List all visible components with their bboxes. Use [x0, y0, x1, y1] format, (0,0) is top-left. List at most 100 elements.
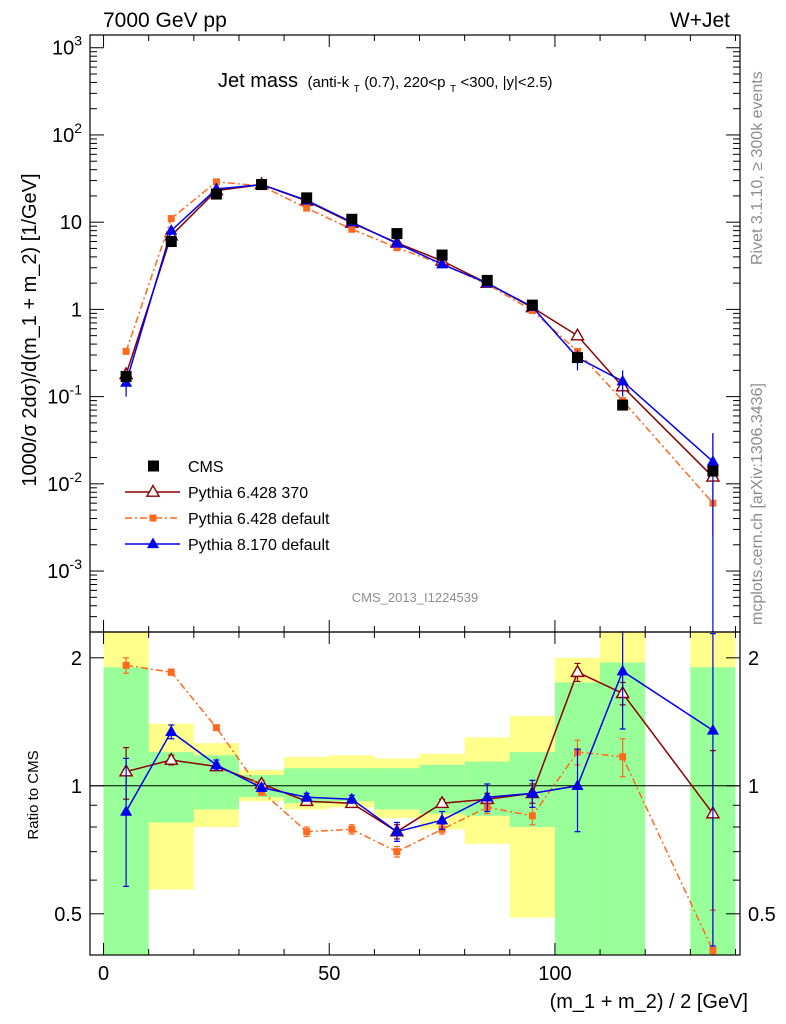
ratio-point-0-1	[163, 752, 179, 765]
ratio-frame	[89, 631, 741, 956]
ratio-point-0-7	[434, 795, 450, 809]
legend: CMS Pythia 6.428 370 Pythia 6.428 default P…	[125, 459, 330, 554]
legend-marker-2	[146, 537, 160, 549]
cms-point-6	[391, 228, 403, 240]
cms-point-11	[617, 399, 629, 411]
legend-cms-label: CMS	[188, 459, 224, 476]
main-point-2-7	[436, 257, 449, 269]
y-tick-label-4: 10	[60, 212, 82, 234]
y-tick-label-3: 1	[71, 299, 82, 321]
title-cuts-sub1: T	[354, 84, 360, 95]
cms-point-8	[481, 274, 493, 286]
main-point-2-1	[165, 224, 178, 235]
ratio-point-2-4	[300, 790, 313, 802]
ratio-y-axis-label: Ratio to CMS	[25, 750, 42, 839]
cms-point-1	[165, 236, 177, 248]
title-cuts-c: <300, |y|<2.5)	[461, 74, 553, 91]
cms-point-12	[707, 465, 719, 477]
legend-label-1: Pythia 6.428 default	[188, 511, 330, 528]
y-tick-label-5: 102	[52, 120, 82, 147]
main-data-cms	[120, 179, 719, 477]
ratio-tick-label-right-1: 1	[748, 776, 759, 798]
main-series-1	[122, 178, 717, 507]
ratio-point-1-6	[393, 848, 401, 856]
ratio-point-2-3	[255, 781, 268, 792]
header-left: 7000 GeV pp	[103, 9, 227, 32]
ratio-tick-label-left-0: 0.5	[54, 904, 82, 926]
main-line-2	[125, 183, 714, 463]
legend-label-2: Pythia 8.170 default	[188, 537, 330, 554]
ratio-point-1-4	[303, 828, 311, 836]
main-line-0	[125, 183, 714, 478]
cms-point-2	[210, 188, 222, 200]
ratio-uncertainty-bands	[103, 632, 736, 955]
x-axis-label: (m_1 + m_2) / 2 [GeV]	[550, 991, 748, 1013]
legend-label-0: Pythia 6.428 370	[188, 485, 308, 502]
ratio-band-inner-6	[374, 768, 420, 810]
y-axis-label: 1000/σ 2dσ)/d(m_1 + m_2) [1/GeV]	[19, 173, 41, 486]
ratio-point-2-11	[616, 664, 629, 676]
cms-point-5	[346, 213, 358, 225]
ratio-tick-label-right-0: 0.5	[748, 904, 776, 926]
ratio-point-2-6	[390, 825, 403, 836]
cms-point-10	[572, 352, 583, 364]
x-tick-label-100: 100	[538, 963, 571, 985]
ratio-point-1-12	[709, 946, 717, 954]
ratio-tick-label-right-2: 2	[748, 648, 759, 670]
ratio-series-2	[120, 631, 719, 947]
ratio-tick-label-left-2: 2	[71, 648, 82, 670]
x-tick-label-0: 0	[98, 963, 109, 985]
ratio-point-1-11	[619, 753, 627, 761]
cms-point-0	[120, 371, 132, 383]
legend-marker-1	[149, 514, 157, 522]
y-tick-label-2: 10-1	[47, 382, 82, 409]
ratio-point-2-12	[706, 723, 719, 735]
ratio-point-2-5	[345, 792, 358, 804]
ratio-point-1-2	[212, 724, 220, 732]
ratio-point-2-10	[571, 779, 584, 790]
ratio-point-2-0	[120, 805, 133, 816]
axes-layer: 0 50 100 10-3 10-2 10-1 1 10 102 103 0.5 0.5 1 1 2 2	[47, 33, 776, 985]
y-tick-label-6: 103	[52, 33, 82, 60]
main-series-2	[120, 178, 719, 632]
ratio-point-2-1	[165, 725, 178, 736]
cms-point-7	[436, 249, 448, 261]
title-cuts-sub2: T	[450, 84, 456, 95]
main-point-1-2	[212, 178, 220, 186]
main-point-1-4	[303, 204, 311, 212]
main-point-1-5	[348, 225, 356, 233]
ratio-point-1-5	[348, 825, 356, 833]
main-point-2-12	[706, 455, 719, 466]
ratio-point-1-9	[528, 812, 536, 820]
ratio-series-layer	[90, 631, 740, 956]
main-point-0-10	[570, 327, 585, 341]
cms-point-4	[301, 192, 313, 204]
x-tick-label-50: 50	[318, 963, 340, 985]
analysis-watermark: CMS_2013_I1224539	[352, 590, 479, 605]
main-point-2-11	[616, 374, 629, 386]
ratio-point-2-2	[210, 758, 223, 770]
ratio-point-1-0	[122, 661, 130, 669]
y-tick-label-0: 10-3	[47, 556, 82, 583]
y-tick-label-1: 10-2	[47, 469, 82, 496]
title-main: Jet mass	[218, 70, 298, 92]
legend-cms-marker	[148, 460, 159, 472]
ratio-point-2-8	[481, 790, 494, 802]
main-line-1	[125, 181, 714, 504]
plot-title: Jet mass (anti-k T (0.7), 220<p T <300, …	[218, 70, 553, 96]
ratio-tick-label-left-1: 1	[71, 776, 82, 798]
cms-point-3	[256, 179, 268, 191]
main-point-1-6	[393, 244, 401, 252]
main-point-1-1	[167, 215, 175, 223]
title-cuts-b: (0.7), 220<p	[364, 74, 445, 91]
title-cuts-a: (anti-k	[307, 74, 349, 91]
legend-marker-0	[145, 484, 161, 497]
ratio-point-2-9	[526, 786, 539, 798]
mcplots-url-text: mcplots.cern.ch [arXiv:1306.3436]	[749, 383, 766, 625]
ratio-point-0-10	[570, 664, 585, 678]
main-series-layer	[118, 176, 721, 632]
main-point-2-6	[390, 236, 403, 248]
main-point-1-0	[122, 347, 130, 355]
main-series-0	[118, 176, 721, 537]
